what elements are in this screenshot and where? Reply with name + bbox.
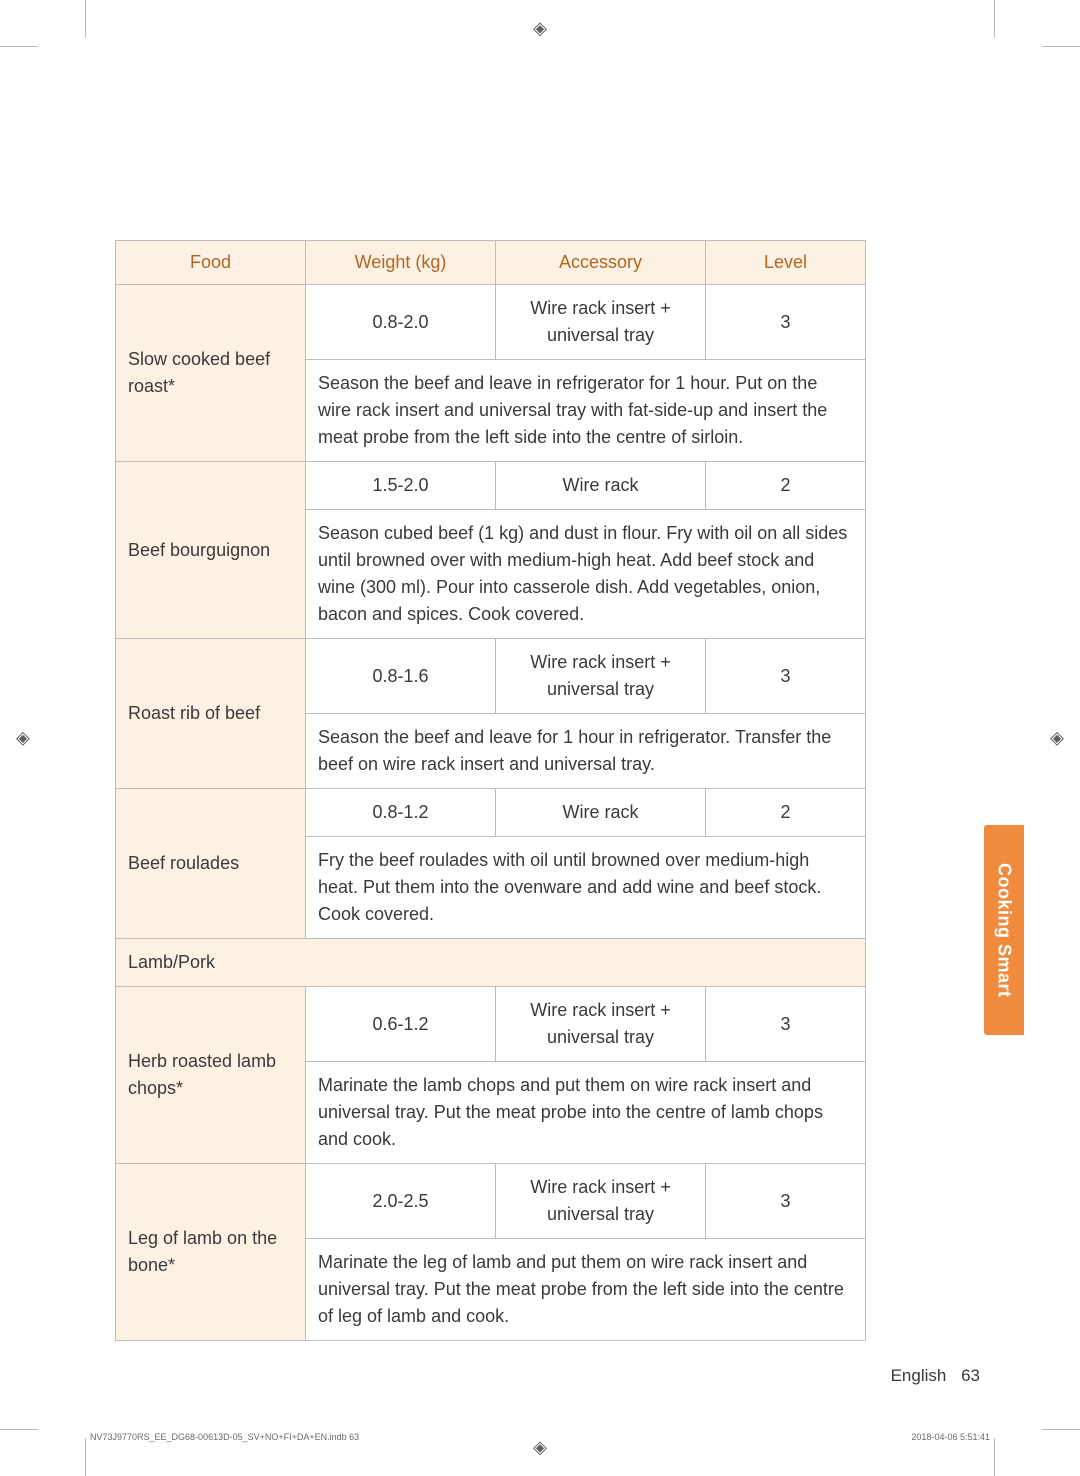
section-tab: Cooking Smart [984, 825, 1024, 1035]
col-header-food: Food [116, 241, 306, 285]
table-row: Beef roulades0.8-1.2Wire rack2 [116, 789, 866, 837]
accessory-cell: Wire rack insert + universal tray [496, 987, 706, 1062]
crop-mark [994, 1438, 995, 1476]
food-cell: Slow cooked beef roast* [116, 285, 306, 462]
footer-language: English [891, 1366, 947, 1385]
description-cell: Marinate the lamb chops and put them on … [306, 1062, 866, 1164]
level-cell: 3 [706, 639, 866, 714]
weight-cell: 0.8-2.0 [306, 285, 496, 360]
level-cell: 2 [706, 462, 866, 510]
table-row: Leg of lamb on the bone*2.0-2.5Wire rack… [116, 1164, 866, 1239]
food-cell: Leg of lamb on the bone* [116, 1164, 306, 1341]
description-cell: Marinate the leg of lamb and put them on… [306, 1239, 866, 1341]
accessory-cell: Wire rack insert + universal tray [496, 639, 706, 714]
print-metadata: NV73J9770RS_EE_DG68-00613D-05_SV+NO+FI+D… [90, 1432, 990, 1442]
print-file-name: NV73J9770RS_EE_DG68-00613D-05_SV+NO+FI+D… [90, 1432, 359, 1442]
col-header-level: Level [706, 241, 866, 285]
accessory-cell: Wire rack insert + universal tray [496, 1164, 706, 1239]
level-cell: 3 [706, 987, 866, 1062]
weight-cell: 2.0-2.5 [306, 1164, 496, 1239]
cooking-table: Food Weight (kg) Accessory Level Slow co… [115, 240, 866, 1341]
food-cell: Beef roulades [116, 789, 306, 939]
table-row: Lamb/Pork [116, 939, 866, 987]
table-row: Slow cooked beef roast*0.8-2.0Wire rack … [116, 285, 866, 360]
level-cell: 3 [706, 285, 866, 360]
weight-cell: 0.8-1.2 [306, 789, 496, 837]
crop-mark [0, 46, 38, 47]
crop-mark [1042, 46, 1080, 47]
section-tab-label: Cooking Smart [994, 863, 1015, 998]
food-cell: Beef bourguignon [116, 462, 306, 639]
page-footer: English 63 [891, 1366, 980, 1386]
page-container: ◈ ◈ ◈ ◈ Food Weight (kg) Accessory Level… [0, 0, 1080, 1476]
print-timestamp: 2018-04-06 5:51:41 [911, 1432, 990, 1442]
crop-mark [85, 0, 86, 38]
table-row: Beef bourguignon1.5-2.0Wire rack2 [116, 462, 866, 510]
crop-mark [994, 0, 995, 38]
crop-mark [1042, 1429, 1080, 1430]
registration-mark-icon: ◈ [16, 728, 30, 749]
table-row: Herb roasted lamb chops*0.6-1.2Wire rack… [116, 987, 866, 1062]
weight-cell: 1.5-2.0 [306, 462, 496, 510]
food-cell: Roast rib of beef [116, 639, 306, 789]
footer-page-number: 63 [961, 1366, 980, 1385]
registration-mark-icon: ◈ [533, 18, 547, 39]
content-area: Food Weight (kg) Accessory Level Slow co… [115, 240, 985, 1341]
section-header-cell: Lamb/Pork [116, 939, 866, 987]
description-cell: Fry the beef roulades with oil until bro… [306, 837, 866, 939]
food-cell: Herb roasted lamb chops* [116, 987, 306, 1164]
table-row: Roast rib of beef0.8-1.6Wire rack insert… [116, 639, 866, 714]
table-body: Slow cooked beef roast*0.8-2.0Wire rack … [116, 285, 866, 1341]
description-cell: Season cubed beef (1 kg) and dust in flo… [306, 510, 866, 639]
col-header-weight: Weight (kg) [306, 241, 496, 285]
weight-cell: 0.8-1.6 [306, 639, 496, 714]
accessory-cell: Wire rack insert + universal tray [496, 285, 706, 360]
level-cell: 2 [706, 789, 866, 837]
level-cell: 3 [706, 1164, 866, 1239]
col-header-accessory: Accessory [496, 241, 706, 285]
accessory-cell: Wire rack [496, 789, 706, 837]
registration-mark-icon: ◈ [1050, 728, 1064, 749]
description-cell: Season the beef and leave in refrigerato… [306, 360, 866, 462]
crop-mark [85, 1438, 86, 1476]
accessory-cell: Wire rack [496, 462, 706, 510]
table-header-row: Food Weight (kg) Accessory Level [116, 241, 866, 285]
crop-mark [0, 1429, 38, 1430]
description-cell: Season the beef and leave for 1 hour in … [306, 714, 866, 789]
weight-cell: 0.6-1.2 [306, 987, 496, 1062]
